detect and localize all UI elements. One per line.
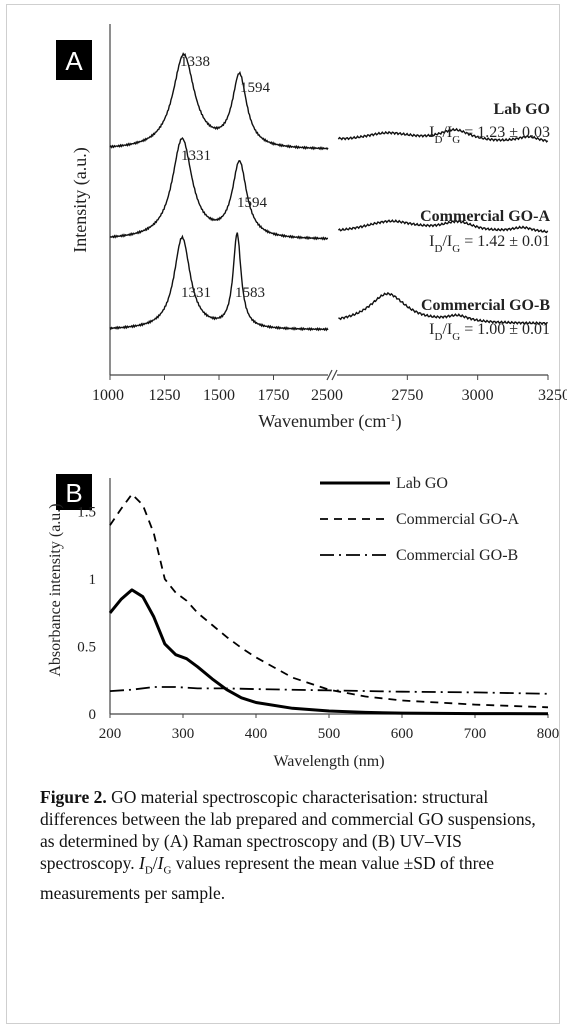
raman-x-tick-label: 3000 [462, 387, 494, 404]
raman-peak-label: 1594 [237, 195, 268, 211]
panel-b-badge: B [56, 474, 92, 510]
raman-spectrum-2-right [337, 219, 549, 234]
uvvis-x-tick-label: 800 [537, 726, 560, 742]
uvvis-y-tick-label: 0 [89, 707, 97, 723]
caption-label: Figure 2. [40, 787, 107, 807]
raman-x-tick-label: 2750 [391, 387, 423, 404]
uvvis-y-tick-label: 1.5 [77, 505, 96, 521]
raman-axis-break-1 [326, 369, 333, 381]
raman-spectrum-1-right [337, 127, 549, 143]
panel-a-label: A [65, 46, 83, 76]
raman-peak-label: 1338 [180, 54, 210, 70]
uvvis-y-tick-label: 1 [89, 572, 97, 588]
caption-id: I [138, 853, 145, 873]
panel-b-label: B [65, 478, 82, 508]
raman-ratio-label: ID/IG = 1.42 ± 0.01 [429, 233, 550, 255]
raman-x-tick-label: 2500 [311, 387, 343, 404]
uvvis-x-tick-label: 300 [172, 726, 195, 742]
uvvis-chart: B 200 300 400 500 600 700 800 0 0.5 1 1.5 Wavelengt… [47, 474, 559, 770]
uvvis-x-tick-label: 400 [245, 726, 268, 742]
uvvis-x-tick-label: 200 [99, 726, 122, 742]
raman-axis-break-2 [331, 369, 338, 381]
uvvis-series-line [109, 686, 549, 695]
panel-a-badge: A [56, 40, 92, 80]
uvvis-x-tick-label: 600 [391, 726, 414, 742]
raman-spectra [109, 52, 549, 332]
caption-text-part-1: GO material spectroscopic characterisati… [40, 787, 536, 873]
raman-labels: 1338 1594 1331 1594 1331 1583 Lab GO ID/IG = 1.… [180, 54, 550, 343]
uvvis-x-tick-label: 700 [464, 726, 487, 742]
raman-x-tick-label: 3250 [538, 387, 567, 404]
raman-spectrum-3-left [109, 232, 329, 332]
raman-x-tick-label: 1000 [92, 387, 124, 404]
uvvis-legend-label: Commercial GO-B [396, 547, 518, 564]
raman-peak-label: 1331 [181, 285, 211, 301]
uvvis-axes: 200 300 400 500 600 700 800 0 0.5 1 1.5 Wavelength … [47, 478, 559, 770]
uvvis-legend-label: Lab GO [396, 475, 448, 492]
uvvis-series [108, 493, 549, 716]
caption-text: GO material spectroscopic characterisati… [40, 787, 536, 903]
uvvis-series-line [109, 493, 549, 709]
raman-ratio-label: ID/IG = 1.23 ± 0.03 [429, 124, 550, 146]
raman-spectrum-1-left [109, 52, 329, 151]
raman-spectrum-name: Commercial GO-B [421, 297, 550, 314]
uvvis-legend-label: Commercial GO-A [396, 511, 520, 528]
raman-spectrum-name: Lab GO [494, 101, 550, 118]
caption-text-part-2: values represent the mean value ±SD of t… [40, 853, 494, 903]
uvvis-y-tick-label: 0.5 [77, 640, 96, 656]
raman-peak-label: 1331 [181, 148, 211, 164]
raman-ratio-label: ID/IG = 1.00 ± 0.01 [429, 321, 550, 343]
raman-axes: 1000 1250 1500 1750 2500 2750 3000 3250 Wavenumb… [70, 24, 567, 432]
raman-x-tick-label: 1250 [149, 387, 181, 404]
uvvis-x-tick-label: 500 [318, 726, 341, 742]
raman-peak-label: 1583 [235, 285, 265, 301]
raman-chart: A 1000 1250 1500 1750 2500 2750 3000 3250 Wavenu… [56, 24, 567, 432]
raman-x-tick-label: 1500 [203, 387, 235, 404]
figure-caption: Figure 2. GO material spectroscopic char… [40, 786, 540, 904]
raman-x-tick-label: 1750 [258, 387, 290, 404]
figure-frame [6, 4, 560, 1024]
raman-peak-label: 1594 [240, 80, 271, 96]
uvvis-legend: Lab GO Commercial GO-A Commercial GO-B [320, 475, 520, 564]
raman-y-axis-title: Intensity (a.u.) [70, 147, 91, 252]
uvvis-y-axis-title: Absorbance intensity (a.u.) [47, 503, 64, 676]
raman-spectrum-3-right [338, 291, 548, 326]
raman-spectrum-name: Commercial GO-A [420, 208, 550, 225]
uvvis-series-line [108, 588, 549, 716]
uvvis-x-axis-title: Wavelength (nm) [273, 753, 384, 770]
raman-x-axis-title: Wavenumber (cm-1) [258, 411, 401, 432]
raman-spectrum-2-left [109, 137, 329, 241]
